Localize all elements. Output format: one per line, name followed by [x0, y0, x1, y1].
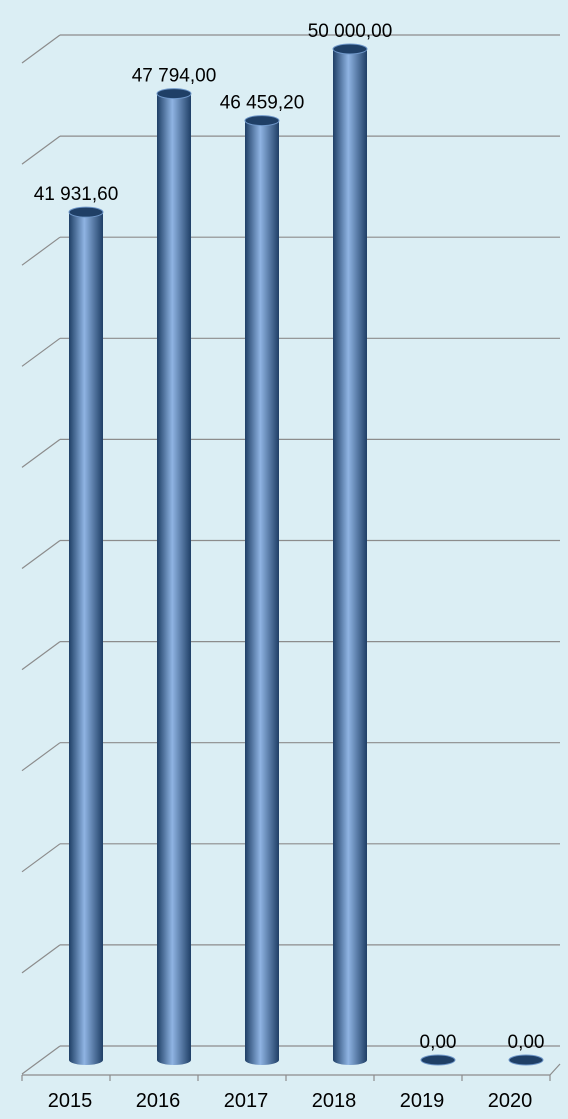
bar-2016 — [156, 88, 192, 1065]
bar-bottom — [157, 1055, 191, 1065]
bar-bottom — [333, 1055, 367, 1065]
floor-right-edge — [549, 1063, 561, 1076]
data-label-2019: 0,00 — [420, 1032, 457, 1053]
side-wall-gridline — [21, 34, 61, 64]
x-tick-label-2015: 2015 — [48, 1090, 93, 1112]
x-tick-label-2020: 2020 — [488, 1090, 533, 1112]
bar-2019 — [420, 1054, 456, 1066]
x-tick-label-2019: 2019 — [400, 1090, 445, 1112]
bar-cap — [508, 1054, 544, 1066]
side-wall-gridline — [21, 944, 61, 974]
side-wall-gridline — [21, 1045, 61, 1075]
bar-2020 — [508, 1054, 544, 1066]
side-wall-gridline — [21, 438, 61, 468]
x-tick-label-2016: 2016 — [136, 1090, 181, 1112]
x-tick-label-2017: 2017 — [224, 1090, 269, 1112]
x-axis-tick-labels: 2015 2016 2017 2018 2019 2020 — [21, 1075, 551, 1112]
side-wall-gridline — [21, 843, 61, 873]
side-wall-gridline — [21, 337, 61, 367]
bar-bottom — [245, 1055, 279, 1065]
data-label-2016: 47 794,00 — [132, 66, 217, 87]
data-label-2017: 46 459,20 — [220, 93, 305, 114]
bar-cap — [68, 206, 104, 218]
bars — [68, 43, 544, 1066]
bar-body — [333, 49, 367, 1060]
side-wall-gridline — [21, 135, 61, 165]
bar-2017 — [244, 115, 280, 1065]
side-wall-gridline — [21, 540, 61, 569]
side-wall-gridline — [21, 641, 61, 671]
bar-2018 — [332, 43, 368, 1065]
bar-body — [157, 93, 191, 1060]
bar-cap — [420, 1054, 456, 1066]
data-label-2015: 41 931,60 — [34, 184, 119, 205]
data-label-2020: 0,00 — [508, 1032, 545, 1053]
bar-cap — [332, 43, 368, 55]
bar-body — [245, 120, 279, 1061]
bar-bottom — [69, 1055, 103, 1065]
side-wall-gridline — [21, 236, 61, 266]
side-wall-gridline — [21, 742, 61, 772]
bar-2015 — [68, 206, 104, 1065]
bar-cap — [156, 88, 192, 100]
bar-cap — [244, 115, 280, 127]
x-tick-label-2018: 2018 — [312, 1090, 357, 1112]
bar-body — [69, 212, 103, 1060]
data-label-2018: 50 000,00 — [308, 21, 393, 42]
